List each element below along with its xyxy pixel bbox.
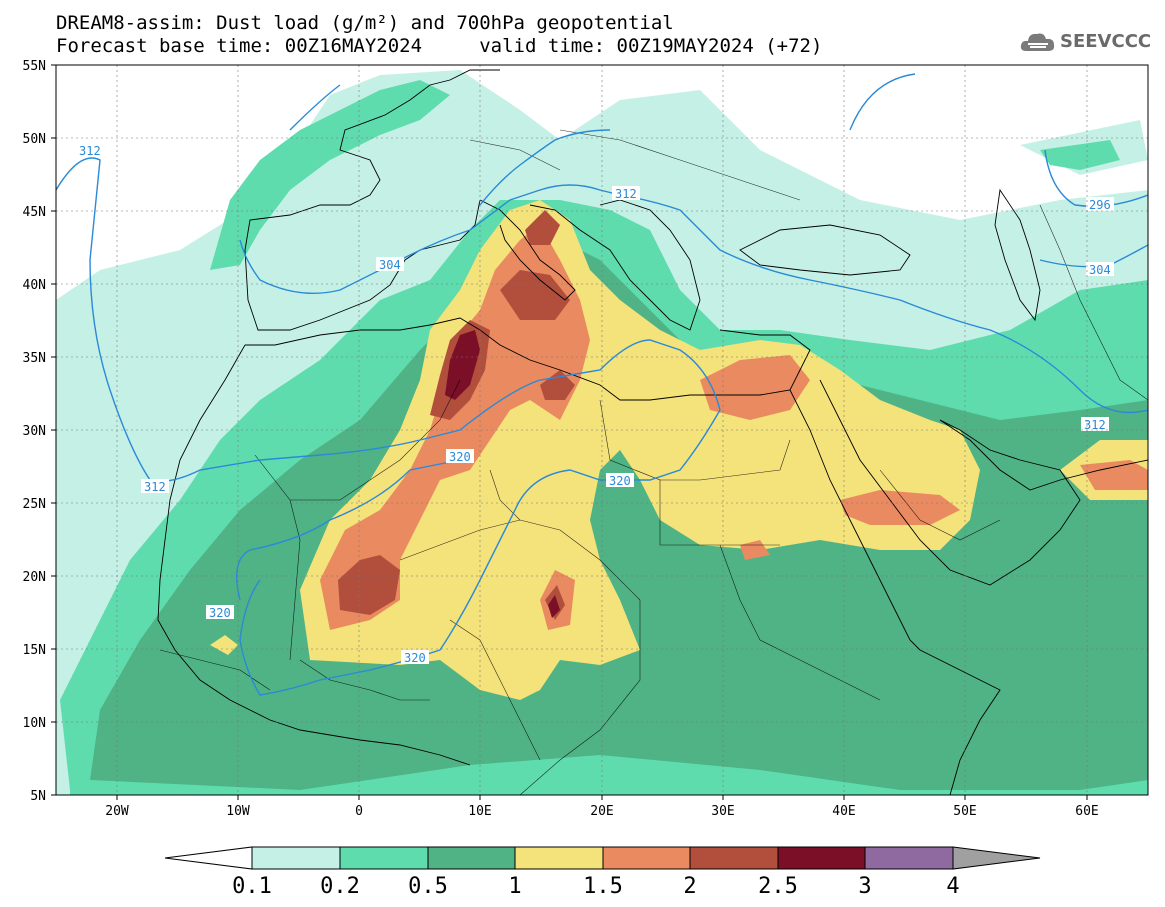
lat-label: 50N [23, 132, 46, 147]
lat-label: 35N [23, 351, 46, 366]
dust-field-1p5 [320, 225, 1148, 630]
lon-label: 10E [468, 804, 491, 819]
colorbar-segment [251, 846, 341, 870]
colorbar-segment [689, 846, 779, 870]
contour-label: 312 [615, 187, 637, 201]
title-line-2: Forecast base time: 00Z16MAY2024 valid t… [56, 35, 823, 57]
graticule [56, 65, 1148, 795]
lat-label: 45N [23, 205, 46, 220]
lat-label: 55N [23, 59, 46, 74]
contour-label: 296 [1089, 198, 1111, 212]
colorbar-label: 0.2 [320, 874, 360, 899]
colorbar-segment [339, 846, 429, 870]
colorbar-label: 0.5 [408, 874, 448, 899]
colorbar-segment [864, 846, 954, 870]
lat-label: 15N [23, 643, 46, 658]
lon-label: 50E [953, 804, 976, 819]
lat-label: 10N [23, 716, 46, 731]
lat-label: 20N [23, 570, 46, 585]
seevccc-logo: SEEVCCC [1018, 27, 1153, 57]
lon-label: 60E [1075, 804, 1098, 819]
map-plot-area: 312 312 304 304 296 312 320 320 320 320 … [56, 65, 1148, 795]
cloud-logo-icon [1020, 33, 1055, 51]
longitude-labels: 20W 10W 0 10E 20E 30E 40E 50E 60E [105, 804, 1098, 819]
contour-label: 320 [609, 474, 631, 488]
lon-label: 10W [226, 804, 250, 819]
colorbar-label: 2.5 [758, 874, 798, 899]
contour-label: 320 [449, 450, 471, 464]
lat-label: 25N [23, 497, 46, 512]
dust-field-2p5 [445, 330, 560, 618]
lon-label: 20W [105, 804, 129, 819]
lon-label: 0 [355, 804, 363, 819]
contour-label: 312 [1084, 418, 1106, 432]
title-line-1: DREAM8-assim: Dust load (g/m²) and 700hP… [56, 12, 674, 34]
colorbar-label: 2 [683, 874, 696, 899]
colorbar-under-arrow [164, 846, 253, 870]
colorbar-segment [602, 846, 691, 870]
colorbar-segment [514, 846, 604, 870]
lat-label: 5N [30, 789, 46, 804]
contour-label: 304 [1089, 263, 1111, 277]
colorbar-label: 1 [508, 874, 521, 899]
lon-label: 30E [711, 804, 734, 819]
lon-label: 40E [832, 804, 855, 819]
tick-marks [51, 64, 1088, 800]
logo-text: SEEVCCC [1060, 31, 1152, 52]
colorbar-over-arrow [952, 846, 1041, 870]
lat-label: 30N [23, 424, 46, 439]
contour-label: 320 [404, 651, 426, 665]
contour-label: 312 [144, 480, 166, 494]
colorbar: 0.1 0.2 0.5 1 1.5 2 2.5 3 4 [164, 846, 1041, 899]
lon-label: 20E [590, 804, 613, 819]
colorbar-segment [777, 846, 866, 870]
contour-label: 320 [209, 606, 231, 620]
colorbar-label: 0.1 [232, 874, 272, 899]
colorbar-label: 3 [858, 874, 871, 899]
colorbar-label: 4 [946, 874, 959, 899]
coastlines [157, 69, 1148, 795]
contour-label: 304 [379, 258, 401, 272]
contour-labels: 312 312 304 304 296 312 320 320 320 320 … [76, 143, 1114, 665]
colorbar-segment [427, 846, 516, 870]
colorbar-label: 1.5 [583, 874, 623, 899]
country-borders [159, 129, 1148, 795]
contour-label: 312 [79, 144, 101, 158]
latitude-labels: 55N 50N 45N 40N 35N 30N 25N 20N 15N 10N … [23, 59, 46, 804]
lat-label: 40N [23, 278, 46, 293]
